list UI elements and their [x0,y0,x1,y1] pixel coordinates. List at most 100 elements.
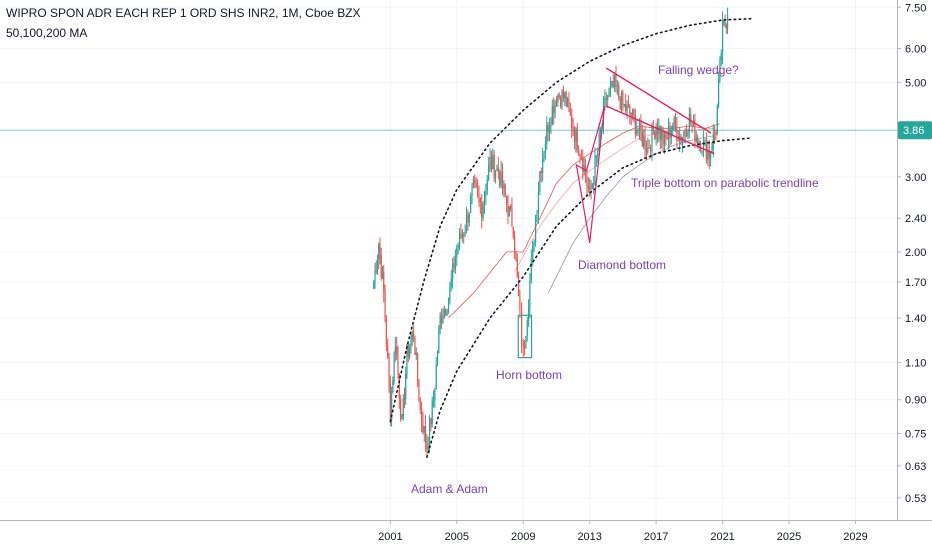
candle-body [669,126,671,138]
candle-body [482,203,484,218]
candle-body [565,92,567,107]
candle-body [452,263,454,279]
candle-body [387,344,389,358]
candle-body [634,115,636,135]
candle-body [501,171,504,189]
candle-body [526,320,528,336]
candle-body [632,109,634,116]
candle-body [410,339,412,348]
candle-body [643,136,645,147]
candle-body [499,172,501,186]
candle-body [666,137,668,139]
candle-body [500,171,502,186]
candle-body [648,147,650,149]
x-tick-label: 2005 [445,531,469,543]
candle-body [614,75,616,88]
candle-body [525,335,527,348]
candle-body [419,400,421,410]
candle-body [661,131,663,140]
candle-body [423,425,425,433]
candle-body [536,212,538,219]
candle-body [540,171,542,173]
x-tick-label: 2009 [511,531,535,543]
candle-body [438,328,440,353]
candle-body [393,352,395,381]
candle-body [400,398,402,420]
candle-body [431,400,433,425]
horn-box [517,314,533,359]
candle-body [475,183,477,188]
candle-body [527,307,530,321]
candle-body [405,373,407,399]
candle-body [575,128,577,143]
candle-body [578,150,580,156]
candle-body [707,150,709,161]
candle-body [702,140,705,153]
candle-body [463,234,465,236]
candle-body [717,80,720,107]
candle-body [442,317,444,324]
chart-title: WIPRO SPON ADR EACH REP 1 ORD SHS INR2, … [6,6,361,20]
candle-body [650,148,652,152]
candle-body [629,105,631,114]
candle-body [724,20,726,25]
candle-body [440,314,443,324]
candle-body [721,21,724,54]
candle-body [424,425,427,443]
y-tick-label: 1.10 [905,358,926,370]
candle-body [591,183,593,189]
candle-body [443,309,445,318]
candle-body [453,263,455,269]
candle-body [597,150,599,156]
candle-body [389,383,391,420]
annotations: Falling wedge? Triple bottom on paraboli… [411,63,819,496]
candle-body [546,125,548,144]
candle-body [548,126,551,132]
candle-body [415,352,417,355]
candle-body [432,400,435,402]
x-tick-label: 2013 [577,531,601,543]
annotation-horn-bottom: Horn bottom [496,368,562,382]
candle-body [471,187,473,196]
candle-body [519,296,521,310]
candle-body [640,122,642,133]
candle-body [413,332,415,337]
candle-body [579,155,581,157]
annotation-falling-wedge: Falling wedge? [658,63,739,77]
candle-body [530,258,532,282]
last-price-badge [898,121,932,140]
y-tick-label: 0.90 [905,395,926,407]
candle-body [676,126,678,141]
candle-body [726,14,729,29]
candle-body [615,75,617,87]
grid [0,0,897,520]
candle-body [560,97,562,108]
candle-body [397,355,399,375]
candle-body [514,236,516,253]
candle-body [555,100,558,103]
candle-body [618,85,620,98]
ma50-line [448,123,720,319]
candle-body [714,133,716,135]
candle-body [636,129,638,135]
candle-body [710,152,712,159]
candle-body [474,179,476,184]
x-tick-label: 2001 [378,531,402,543]
candle-body [460,232,462,238]
candle-body [510,206,512,209]
candle-body [464,232,466,235]
x-tick-label: 2017 [644,531,668,543]
indicator-label: 50,100,200 MA [6,26,88,40]
candle-body [697,137,699,145]
candle-body [409,347,411,357]
candle-body [605,98,607,100]
annotation-diamond-bottom: Diamond bottom [578,258,666,272]
candle-body [507,204,509,217]
candle-body [383,272,385,292]
x-tick-label: 2021 [710,531,734,543]
candle-body [384,291,386,319]
candle-body [584,165,587,177]
candle-body [472,179,475,188]
candle-body [647,147,649,153]
